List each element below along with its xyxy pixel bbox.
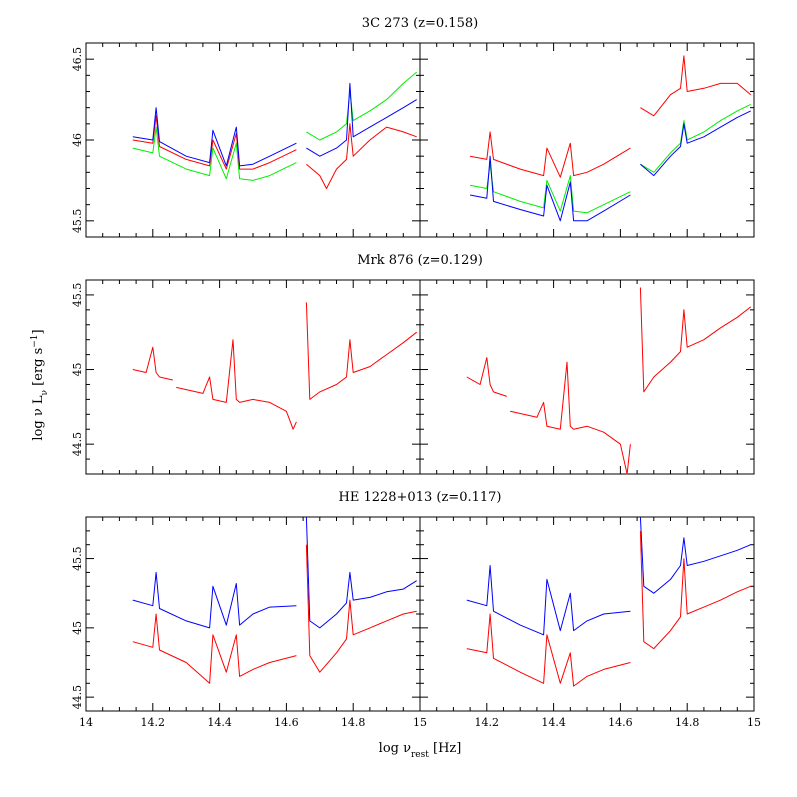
- series-line-blue: [639, 516, 751, 594]
- y-tick-label: 46.5: [71, 47, 84, 72]
- series-line-green: [470, 163, 631, 214]
- x-tick-label: 14.8: [675, 716, 700, 729]
- series-line-red: [639, 287, 752, 393]
- series-line-blue: [306, 82, 417, 157]
- y-axis-label-close: ]: [31, 329, 46, 334]
- y-axis-label-prefix: log ν L: [31, 395, 46, 440]
- y-tick-label: 46: [71, 133, 84, 147]
- y-tick-label: 45: [71, 363, 84, 377]
- x-axis-label-prefix: log ν: [379, 741, 411, 756]
- series-line-blue: [466, 565, 631, 636]
- series-line-green: [306, 71, 418, 141]
- chart-panel: 45.5 46 46.5: [71, 42, 421, 238]
- y-tick-label: 45.5: [71, 546, 84, 571]
- series-line-red: [305, 302, 418, 400]
- x-tick-label: 14: [79, 716, 93, 729]
- series-line-blue: [640, 110, 751, 177]
- y-tick-label: 45.5: [71, 209, 84, 234]
- x-tick-label: 14.2: [141, 716, 166, 729]
- chart-title: 3C 273 (z=0.158): [362, 16, 478, 31]
- x-axis-label-units: [Hz]: [429, 741, 461, 756]
- plot-frame: [419, 42, 755, 238]
- series-line-green: [132, 126, 297, 181]
- x-tick-label: 15: [413, 716, 427, 729]
- chart-panel: 44.5 45 45.5: [71, 279, 421, 475]
- x-tick-label: 14.4: [541, 716, 566, 729]
- series-line-red: [305, 544, 417, 673]
- x-tick-label: 14.6: [274, 716, 299, 729]
- figure-rows: 3C 273 (z=0.158) 45.5 46 46.5 Mrk 876 (z=0.1…: [71, 16, 761, 729]
- series-line-red: [132, 613, 297, 684]
- series-line-blue: [470, 155, 631, 222]
- plot-frame: [419, 516, 755, 712]
- series-line-red: [466, 357, 507, 397]
- chart-panel: [419, 42, 755, 238]
- x-tick-label: 14.8: [341, 716, 366, 729]
- chart-panel: 44.5 45 45.5 14 14.2 14.4 14.6 14.8 15: [71, 516, 427, 729]
- series-line-blue: [132, 107, 297, 167]
- chart-panel: [419, 279, 755, 475]
- x-tick-label: 14.6: [608, 716, 633, 729]
- series-line-green: [640, 103, 751, 173]
- series-line-blue: [132, 571, 297, 629]
- y-tick-label: 45.5: [71, 283, 84, 308]
- series-line-red: [510, 361, 631, 475]
- plot-frame: [419, 279, 755, 475]
- chart-title: HE 1228+013 (z=0.117): [339, 490, 502, 505]
- series-line-red: [306, 123, 417, 189]
- x-tick-label: 14.4: [207, 716, 232, 729]
- x-tick-label: 15: [747, 716, 761, 729]
- chart-row: 3C 273 (z=0.158) 45.5 46 46.5: [71, 16, 755, 238]
- y-axis-label-exponent: −1: [30, 334, 40, 347]
- y-axis-label-units: [erg s: [31, 348, 46, 390]
- x-axis-label-subscript: rest: [411, 750, 429, 760]
- y-axis-label-subscript: ν: [40, 390, 50, 395]
- y-axis-label: log ν Lν [erg s−1]: [30, 329, 50, 440]
- chart-title: Mrk 876 (z=0.129): [357, 253, 483, 268]
- series-line-red: [639, 530, 751, 650]
- x-tick-label: 14.2: [475, 716, 500, 729]
- chart-row: Mrk 876 (z=0.129) 44.5 45 45.5: [71, 253, 755, 475]
- chart-panel: 14.2 14.4 14.6 14.8 15: [419, 516, 761, 729]
- plot-frame: [85, 279, 421, 475]
- series-line-red: [132, 115, 297, 170]
- series-line-red: [132, 346, 173, 381]
- x-axis-label: log νrest [Hz]: [379, 741, 462, 760]
- y-tick-label: 44.5: [71, 685, 84, 710]
- series-line-red: [640, 55, 752, 117]
- y-tick-label: 45: [71, 621, 84, 635]
- y-tick-label: 44.5: [71, 432, 84, 457]
- series-line-blue: [305, 516, 417, 629]
- series-line-red: [176, 339, 297, 430]
- series-line-red: [466, 613, 631, 687]
- series-line-red: [470, 131, 631, 178]
